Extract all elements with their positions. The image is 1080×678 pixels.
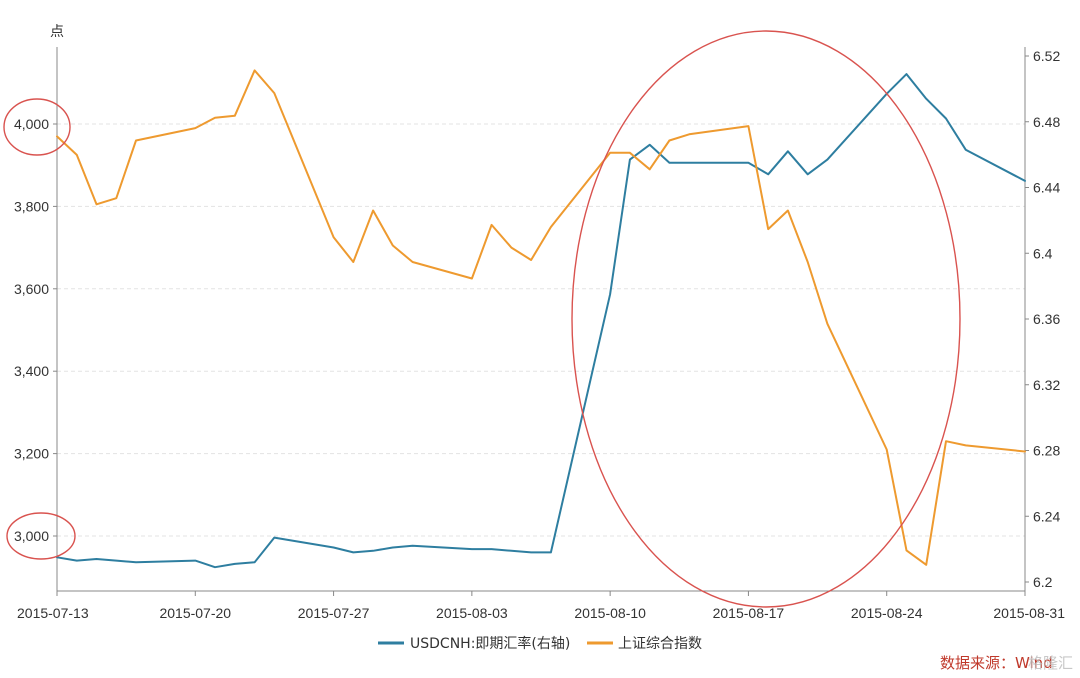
annotation-circle-august — [571, 30, 961, 608]
series-lines — [56, 69, 1026, 569]
y-right-tick-label: 6.4 — [1033, 245, 1053, 261]
watermark-text: 格隆汇 — [1028, 654, 1073, 672]
grid-lines — [57, 123, 1025, 537]
annotations — [3, 30, 961, 608]
y-left-tick-label: 3,000 — [14, 528, 49, 544]
tick-labels: 3,000 3,200 3,400 3,600 3,800 4,000 6.2 6.24 6.2… — [14, 48, 1065, 621]
data-source-label: 数据来源：Wind — [940, 654, 1053, 672]
x-tick-label: 2015-08-10 — [574, 605, 646, 621]
legend-label-usdcnh: USDCNH:即期汇率(右轴) — [410, 635, 570, 652]
x-tick-label: 2015-08-24 — [851, 605, 923, 621]
legend-label-shanghai-composite: 上证综合指数 — [618, 636, 702, 652]
series-line-usdcnh — [56, 73, 1026, 569]
y-left-tick-label: 3,600 — [14, 281, 49, 297]
x-tick-label: 2015-07-13 — [17, 605, 89, 621]
x-tick-label: 2015-07-27 — [298, 605, 370, 621]
x-tick-label: 2015-07-20 — [159, 605, 231, 621]
left-axis-unit: 点 — [50, 24, 64, 40]
y-right-tick-label: 6.32 — [1033, 377, 1060, 393]
y-right-tick-label: 6.52 — [1033, 48, 1060, 64]
y-left-tick-label: 3,800 — [14, 198, 49, 214]
y-right-tick-label: 6.44 — [1033, 180, 1060, 196]
legend: USDCNH:即期汇率(右轴) 上证综合指数 — [378, 635, 702, 652]
legend-item-shanghai-composite: 上证综合指数 — [587, 636, 702, 652]
series-line-shanghai-composite — [56, 69, 1026, 566]
y-left-tick-label: 4,000 — [14, 116, 49, 132]
annotation-circle-4000 — [3, 98, 71, 156]
y-right-tick-label: 6.28 — [1033, 443, 1060, 459]
y-left-tick-label: 3,400 — [14, 363, 49, 379]
legend-item-usdcnh: USDCNH:即期汇率(右轴) — [378, 635, 570, 652]
annotation-circle-3000 — [6, 512, 76, 560]
y-right-tick-label: 6.2 — [1033, 574, 1053, 590]
axes: 点 — [50, 24, 1026, 592]
y-right-tick-label: 6.36 — [1033, 311, 1060, 327]
x-tick-label: 2015-08-17 — [713, 605, 785, 621]
y-right-tick-label: 6.48 — [1033, 114, 1060, 130]
y-left-tick-label: 3,200 — [14, 446, 49, 462]
x-tick-label: 2015-08-31 — [993, 605, 1065, 621]
y-right-tick-label: 6.24 — [1033, 508, 1060, 524]
x-tick-label: 2015-08-03 — [436, 605, 508, 621]
